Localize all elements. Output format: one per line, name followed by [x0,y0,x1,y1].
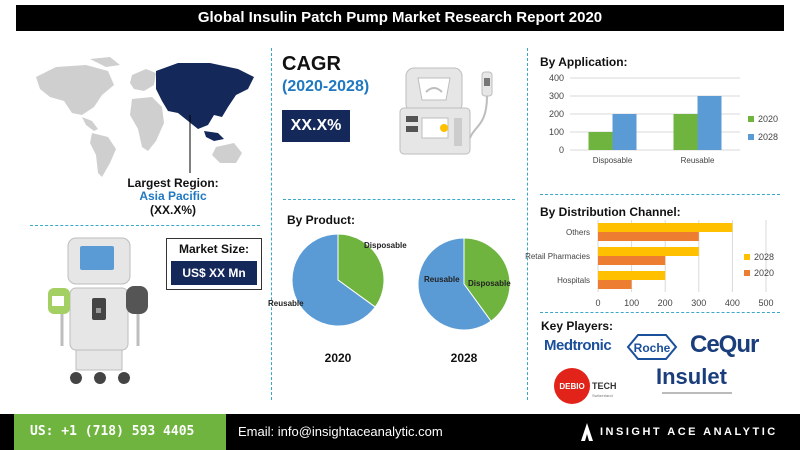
pie-slice [337,233,385,308]
pie-year-label: 2028 [451,351,478,365]
cagr-value: XX.X% [282,110,350,142]
pie-slice-label: Disposable [468,279,511,288]
dist-bar [598,223,733,232]
dist-legend-label: 2020 [754,268,774,278]
dist-legend-swatch [744,254,750,260]
app-bar [588,132,613,150]
pie-slice-label: Reusable [268,299,304,308]
cagr-years: (2020-2028) [282,78,370,95]
brand-icon [581,423,593,441]
roche-logo: Roche [626,334,678,360]
divider-left [271,48,272,400]
pie-slice [291,233,376,327]
dist-bar [598,280,632,289]
app-x-tick: Disposable [593,156,633,165]
dist-bar [598,247,699,256]
section-key-players: Key Players: [541,319,614,333]
pie-slice-label: Disposable [364,241,407,250]
app-bar [697,96,722,150]
app-bar [612,114,637,150]
pie-slice-label: Reusable [424,275,460,284]
app-y-tick: 200 [549,109,564,119]
dist-x-tick: 400 [725,298,740,308]
section-by-product: By Product: [287,213,356,227]
roche-logo-text: Roche [634,341,671,355]
dist-x-tick: 500 [758,298,773,308]
app-legend-swatch [748,116,754,122]
dist-y-tick: Others [566,228,590,237]
dist-x-tick: 200 [658,298,673,308]
pie-year-label: 2020 [325,351,352,365]
app-y-tick: 0 [559,145,564,155]
largest-region-value: (XX.X%) [149,203,196,217]
app-y-tick: 300 [549,91,564,101]
application-bar-chart: 0 100 200 300 400 Disposable Reusable 2020 2028 [549,73,778,165]
dist-legend-swatch [744,270,750,276]
pie-slice [417,237,492,331]
debiotech-logo-part1: DEBIO [559,382,584,391]
dist-x-tick: 0 [595,298,600,308]
app-x-tick: Reusable [681,156,715,165]
section-by-distribution: By Distribution Channel: [540,205,681,219]
cequr-logo: CeQur [690,331,759,358]
dist-legend-label: 2028 [754,252,774,262]
footer-phone: US: +1 (718) 593 4405 [14,414,226,450]
debiotech-logo: DEBIO TECH Switzerland [554,368,617,404]
divider-application [540,194,780,195]
dist-bar [598,256,666,265]
debiotech-logo-part2: TECH [592,381,617,391]
footer-brand: INSIGHT ACE ANALYTIC [600,426,778,438]
app-legend-label: 2028 [758,132,778,142]
divider-product [283,199,515,200]
cagr-title: CAGR [282,53,341,75]
app-legend-swatch [748,134,754,140]
insulin-pump-illustration [48,237,148,384]
dist-bar [598,271,666,280]
pie-slice [463,237,511,322]
debiotech-logo-sub: Switzerland [592,393,613,398]
page-title: Global Insulin Patch Pump Market Researc… [16,5,784,31]
app-y-tick: 100 [549,127,564,137]
medical-device-illustration [399,67,493,155]
market-size-box: Market Size: US$ XX Mn [166,238,262,290]
market-size-value: US$ XX Mn [171,261,257,285]
world-map [36,57,254,177]
footer-email: Email: info@insightaceanalytic.com [238,424,443,439]
product-pie-charts: Disposable Reusable 2020 Disposable Reusable… [268,233,511,365]
distribution-bar-chart: 0 100 200 300 400 500 Others Retail Pharmacies H… [525,220,774,308]
largest-region-name: Asia Pacific [139,189,207,203]
dist-x-tick: 100 [624,298,639,308]
insulet-logo-underline [662,392,732,394]
divider-region [30,225,260,226]
largest-region-label: Largest Region: [127,176,219,190]
app-legend-label: 2020 [758,114,778,124]
section-by-application: By Application: [540,55,628,69]
app-y-tick: 400 [549,73,564,83]
medtronic-logo: Medtronic [544,337,612,354]
divider-distribution [540,312,780,313]
dist-x-tick: 300 [691,298,706,308]
insulet-logo: Insulet [656,364,727,389]
app-bar [673,114,698,150]
divider-right [527,48,528,400]
market-size-label: Market Size: [178,242,250,256]
dist-y-tick: Hospitals [557,276,590,285]
asia-pacific-region [156,63,254,129]
dist-y-tick: Retail Pharmacies [525,252,590,261]
dist-bar [598,232,699,241]
